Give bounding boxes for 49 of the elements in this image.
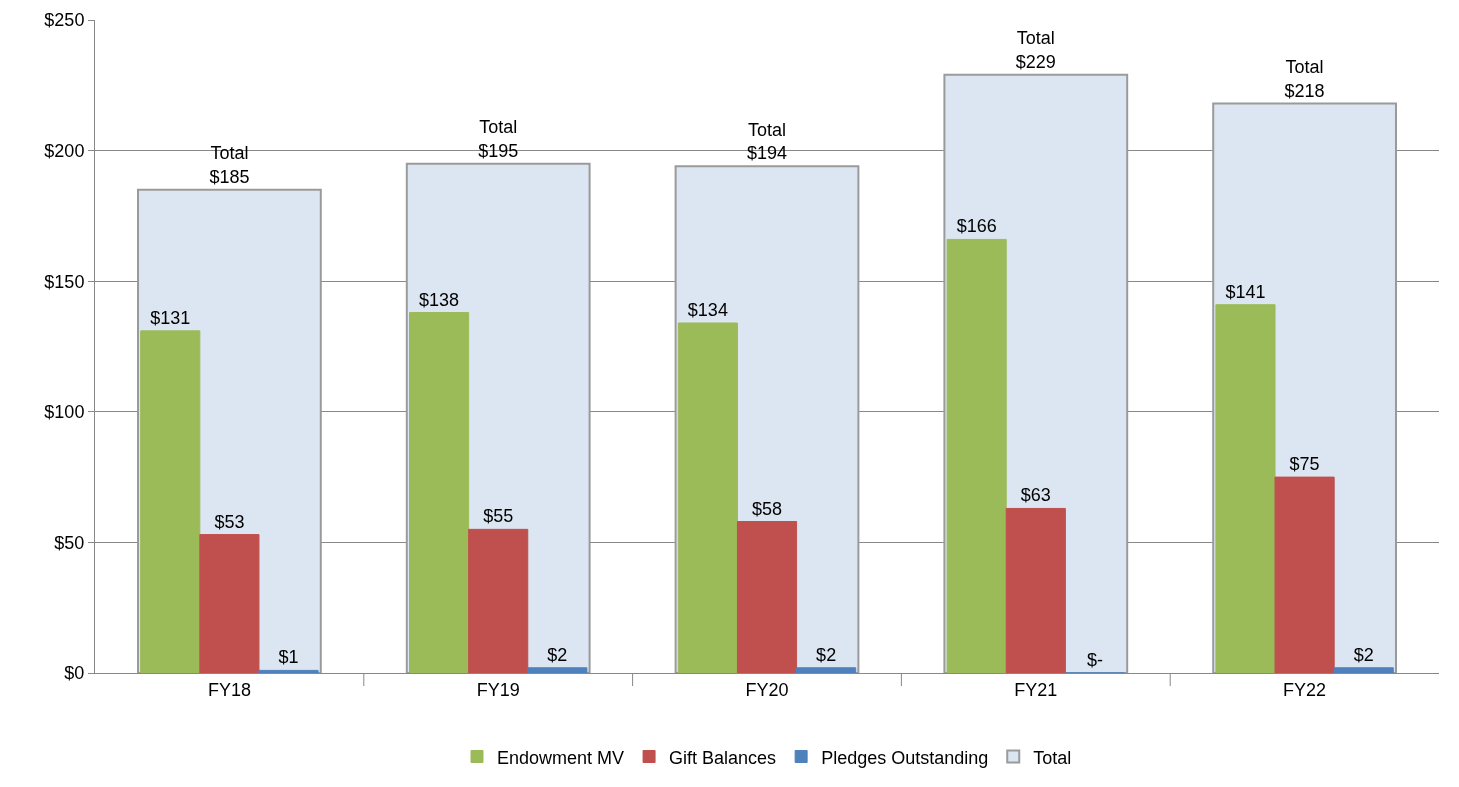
- bar: [1274, 476, 1335, 673]
- bar: [140, 330, 201, 673]
- bar: [796, 667, 857, 673]
- bar: [258, 669, 319, 673]
- x-tick-label: FY20: [745, 679, 789, 700]
- x-tick-label: FY22: [1283, 679, 1327, 700]
- data-label: $63: [1020, 485, 1051, 506]
- bar: [677, 322, 738, 673]
- bar: [527, 667, 588, 673]
- data-label: $131: [150, 307, 191, 328]
- data-label: $58: [751, 498, 783, 519]
- bar: [1333, 667, 1394, 673]
- x-tick-label: FY18: [207, 679, 251, 700]
- data-label: $2: [1353, 644, 1374, 665]
- data-label: Total $194: [746, 119, 788, 164]
- data-label: Total $218: [1284, 57, 1325, 101]
- data-label: $1: [278, 647, 299, 668]
- bar: [1215, 304, 1276, 673]
- y-tick-label: $50: [54, 532, 85, 553]
- bar: [946, 238, 1007, 673]
- legend-label: Gift Balances: [669, 747, 777, 768]
- data-label: $53: [214, 511, 245, 532]
- data-label: Total $229: [1015, 28, 1056, 72]
- data-label: $75: [1289, 454, 1320, 475]
- data-label: $134: [687, 299, 728, 320]
- data-label: $-: [1086, 650, 1103, 670]
- y-tick-label: $150: [44, 271, 85, 292]
- legend-label: Total: [1033, 747, 1072, 768]
- x-tick-label: FY19: [476, 679, 520, 700]
- x-tick-label: FY21: [1014, 679, 1058, 700]
- bar: [468, 528, 529, 673]
- data-label: Total $195: [478, 117, 519, 161]
- data-label: $166: [956, 216, 997, 237]
- y-tick-label: $100: [44, 402, 85, 423]
- data-label: $138: [419, 289, 460, 310]
- data-label: Total $185: [209, 143, 250, 187]
- y-tick-label: $0: [64, 663, 85, 684]
- legend-label: Endowment MV: [497, 747, 625, 768]
- data-label: $55: [483, 506, 514, 527]
- data-label: $2: [816, 644, 837, 665]
- y-tick-label: $250: [44, 10, 85, 31]
- bar: [1005, 507, 1066, 673]
- data-label: $141: [1225, 281, 1266, 302]
- legend-label: Pledges Outstanding: [821, 747, 989, 768]
- data-label: $2: [547, 644, 568, 665]
- bar: [736, 521, 798, 673]
- y-tick-label: $200: [44, 140, 85, 161]
- bar: [199, 534, 260, 673]
- bar: [409, 312, 470, 673]
